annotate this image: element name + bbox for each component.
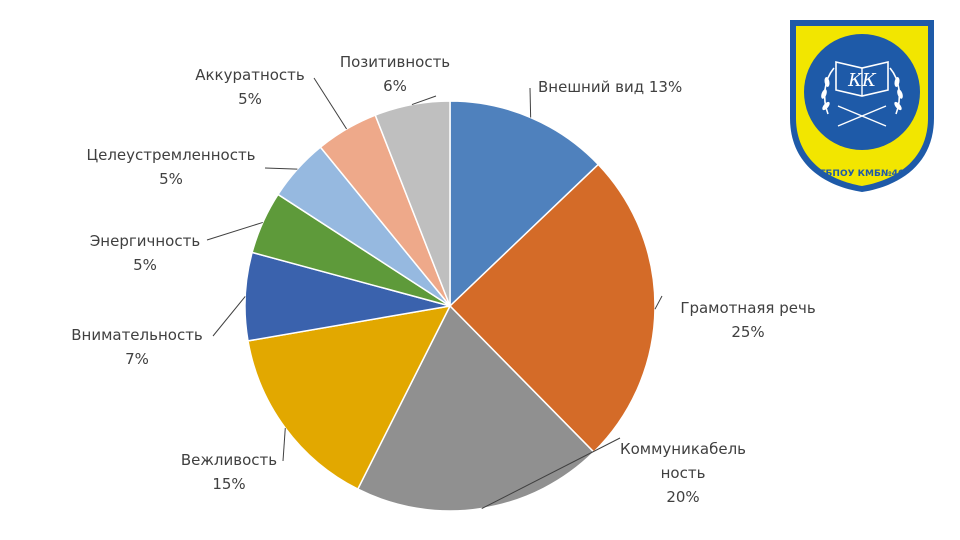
pie-slice-3: [356, 304, 595, 512]
pie-slice-4: [247, 305, 452, 491]
leader-line-1: [529, 87, 532, 118]
logo-ring-text: ГБПОУ КМБ№46: [820, 169, 904, 179]
leader-line-8: [313, 77, 348, 130]
slice-label-5: Внимательность 7%: [71, 326, 203, 368]
slice-label-9: Позитивность 6%: [340, 53, 450, 95]
leader-line-4: [282, 428, 286, 462]
college-logo-icon: КК ГБПОУ КМБ№46: [790, 20, 934, 192]
slice-labels: Внешний вид 13% Грамотнаяя речь 25% Коммуни…: [71, 53, 815, 506]
slice-label-4: Вежливость 15%: [181, 451, 277, 493]
leader-line-6: [206, 221, 263, 241]
slice-label-2: Грамотнаяя речь 25%: [680, 299, 815, 341]
slice-label-6: Энергичность 5%: [90, 232, 200, 274]
pie-slices: [244, 100, 656, 512]
leader-line-9: [411, 95, 437, 106]
slice-label-1: Внешний вид 13%: [538, 78, 682, 96]
pie-slice-2: [448, 163, 656, 454]
leader-line-7: [264, 167, 298, 170]
pie-slice-1: [449, 100, 600, 308]
leader-line-5: [212, 296, 246, 337]
pie-slice-9: [374, 100, 451, 307]
leader-line-2: [654, 295, 663, 310]
label-leaders: [206, 77, 663, 509]
slice-label-7: Целеустремленность 5%: [86, 146, 255, 188]
slice-label-8: Аккуратность 5%: [195, 66, 305, 108]
leader-line-3: [481, 437, 621, 509]
slice-label-3: Коммуникабель ность 20%: [620, 440, 746, 506]
logo-letters: КК: [847, 70, 877, 91]
